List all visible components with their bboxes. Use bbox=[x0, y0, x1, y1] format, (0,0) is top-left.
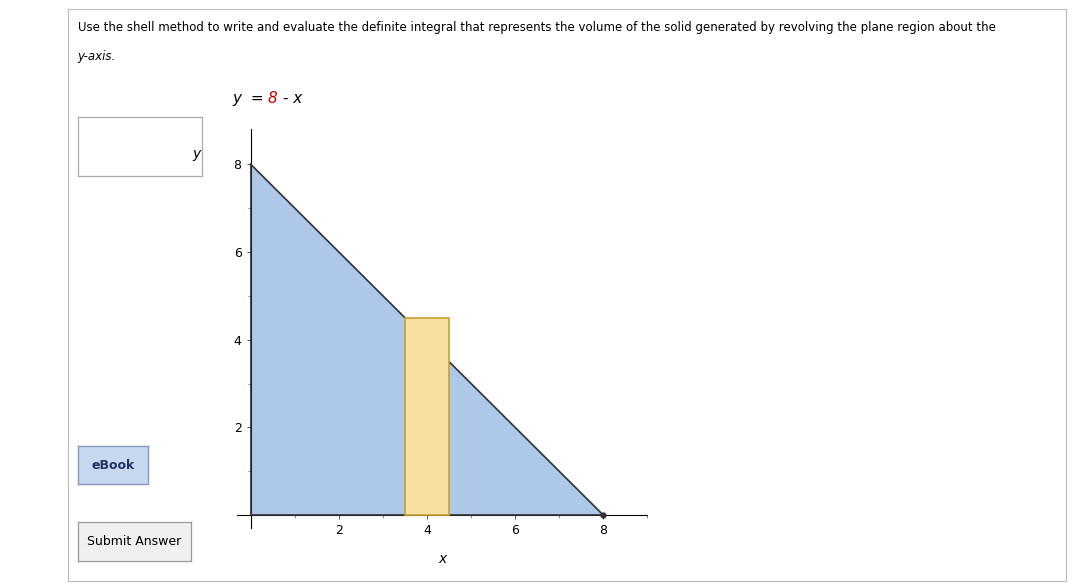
Text: eBook: eBook bbox=[91, 458, 135, 472]
Polygon shape bbox=[250, 164, 603, 515]
Text: =: = bbox=[246, 91, 269, 106]
Text: y-axis.: y-axis. bbox=[78, 50, 115, 63]
X-axis label: x: x bbox=[438, 552, 447, 566]
Text: y: y bbox=[232, 91, 241, 106]
Text: 8: 8 bbox=[268, 91, 277, 106]
Bar bbox=[405, 318, 449, 515]
Text: Use the shell method to write and evaluate the definite integral that represents: Use the shell method to write and evalua… bbox=[78, 21, 996, 33]
Y-axis label: y: y bbox=[192, 147, 201, 161]
Text: Submit Answer: Submit Answer bbox=[87, 535, 181, 548]
Text: - x: - x bbox=[278, 91, 302, 106]
